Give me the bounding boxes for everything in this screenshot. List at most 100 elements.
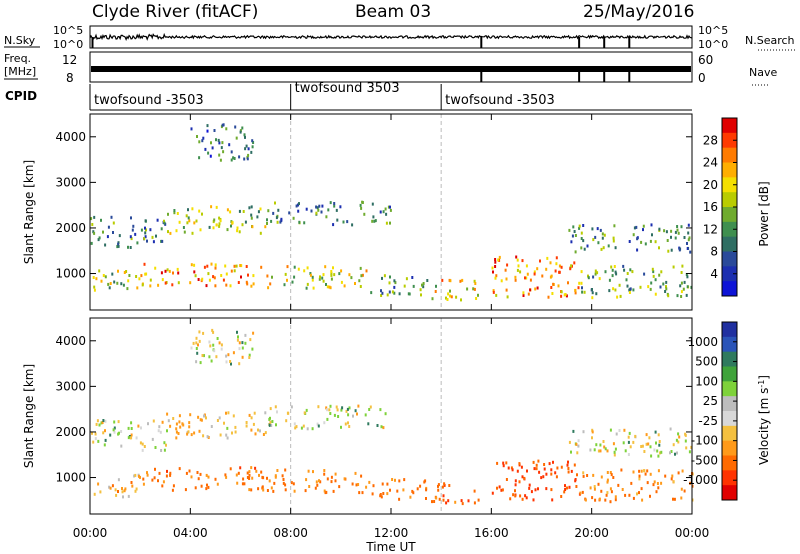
range-cell	[250, 416, 253, 420]
range-cell	[308, 485, 311, 488]
range-cell	[543, 467, 546, 471]
range-cell	[206, 124, 209, 128]
range-cell	[125, 270, 128, 273]
range-cell	[116, 281, 119, 285]
range-cell	[360, 474, 363, 478]
range-cell	[666, 239, 669, 242]
range-cell	[548, 462, 551, 466]
range-cell	[261, 485, 264, 489]
range-cell	[551, 292, 554, 295]
range-cell	[568, 440, 571, 444]
range-cell	[258, 473, 260, 477]
colorbar-segment	[722, 281, 737, 297]
range-cell	[360, 274, 363, 278]
range-cell	[317, 405, 320, 409]
range-cell	[188, 421, 191, 425]
range-cell	[658, 227, 661, 231]
range-cell	[608, 278, 611, 282]
range-cell	[245, 280, 248, 284]
range-cell	[106, 235, 109, 239]
colorbar-segment	[722, 366, 737, 382]
range-cell	[156, 218, 159, 222]
range-cell	[359, 285, 362, 288]
range-cell	[236, 481, 239, 485]
range-cell	[376, 424, 379, 427]
range-cell	[271, 275, 273, 279]
range-cell	[435, 284, 437, 288]
nave-label: Nave	[749, 66, 777, 79]
range-cell	[389, 221, 391, 225]
range-cell	[350, 276, 353, 280]
range-cell	[130, 421, 133, 425]
range-cell	[422, 282, 425, 285]
range-cell	[560, 465, 563, 469]
range-cell	[520, 465, 523, 469]
range-cell	[193, 431, 196, 435]
range-cell	[309, 272, 312, 275]
range-cell	[175, 427, 178, 431]
range-cell	[624, 493, 627, 497]
range-cell	[431, 297, 434, 301]
range-cell	[129, 246, 132, 249]
range-cell	[354, 409, 357, 413]
range-cell	[128, 274, 131, 277]
range-cell	[241, 355, 244, 359]
range-cell	[622, 264, 625, 268]
range-cell	[618, 283, 621, 287]
range-cell	[639, 285, 642, 289]
range-cell	[356, 412, 358, 416]
range-cell	[574, 250, 577, 254]
range-cell	[306, 282, 309, 286]
range-cell	[640, 445, 643, 448]
range-cell	[677, 231, 680, 235]
range-cell	[321, 276, 324, 280]
range-cell	[619, 294, 622, 298]
range-cell	[266, 222, 268, 225]
range-cell	[241, 341, 244, 345]
range-cell	[495, 293, 498, 297]
cpid-segment-label: twofsound 3503	[295, 81, 400, 96]
range-cell	[166, 412, 169, 416]
range-cell	[670, 235, 672, 239]
range-cell	[198, 140, 201, 144]
range-cell	[664, 474, 667, 478]
range-cell	[460, 298, 462, 302]
range-cell	[229, 467, 232, 471]
range-cell	[194, 486, 197, 490]
range-cell	[292, 482, 295, 486]
range-cell	[194, 274, 197, 278]
range-cell	[643, 469, 646, 473]
range-cell	[510, 466, 513, 470]
range-cell	[497, 258, 500, 262]
range-cell	[182, 423, 185, 427]
range-cell	[447, 292, 450, 296]
range-cell	[303, 221, 306, 225]
noise-right-label: N.Search	[745, 34, 795, 47]
range-cell	[164, 281, 167, 285]
range-cell	[422, 285, 425, 289]
range-cell	[522, 291, 525, 295]
range-cell	[587, 276, 590, 280]
nave-tick-bottom: 0	[698, 71, 706, 85]
range-cell	[398, 479, 401, 483]
range-cell	[222, 150, 225, 154]
range-cell	[594, 272, 597, 276]
range-cell	[343, 284, 346, 288]
range-cell	[167, 230, 169, 234]
range-cell	[576, 451, 579, 455]
range-cell	[241, 346, 244, 350]
range-cell	[115, 493, 118, 497]
range-cell	[371, 202, 374, 206]
range-cell	[398, 497, 401, 501]
range-cell	[322, 273, 325, 277]
range-cell	[425, 488, 428, 492]
range-cell	[371, 219, 374, 223]
range-cell	[674, 452, 676, 456]
x-tick-label: 16:00	[474, 526, 509, 540]
x-tick-label: 00:00	[675, 526, 710, 540]
range-cell	[280, 217, 283, 221]
range-cell	[303, 269, 306, 273]
range-cell	[672, 443, 675, 447]
range-cell	[474, 282, 477, 285]
range-cell	[552, 282, 555, 286]
